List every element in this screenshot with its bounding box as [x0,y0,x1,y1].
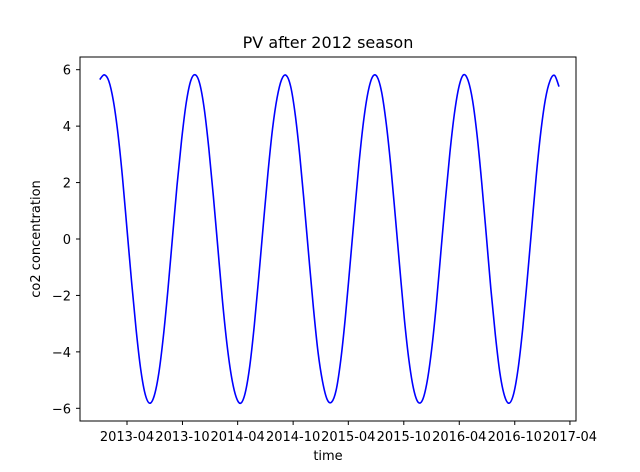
y-tick-label: 2 [63,177,71,192]
x-tick-label: 2013-10 [155,430,209,445]
x-tick-label: 2014-10 [266,430,320,445]
x-tick-label: 2017-04 [543,430,597,445]
chart-title: PV after 2012 season [243,33,414,52]
y-tick-label: −2 [52,289,71,304]
x-tick-label: 2015-04 [321,430,375,445]
y-tick-label: 0 [63,233,71,248]
y-tick-label: −4 [52,346,71,361]
plot-area [99,73,560,405]
x-tick-label: 2014-04 [210,430,264,445]
x-tick-label: 2016-04 [432,430,486,445]
y-tick-label: 6 [63,64,71,79]
y-axis-ticks: 6 4 2 0 −2 −4 −6 [52,64,80,417]
x-tick-label: 2015-10 [377,430,431,445]
x-axis-label: time [313,449,342,464]
x-axis-ticks: 2013-04 2013-10 2014-04 2014-10 2015-04 2015-… [100,421,597,445]
x-tick-label: 2016-10 [488,430,542,445]
y-tick-label: −6 [52,402,71,417]
x-tick-label: 2013-04 [100,430,154,445]
y-axis-label: co2 concentration [29,180,44,298]
series-line [99,73,560,405]
y-tick-label: 4 [63,120,71,135]
plot-frame [79,56,577,422]
